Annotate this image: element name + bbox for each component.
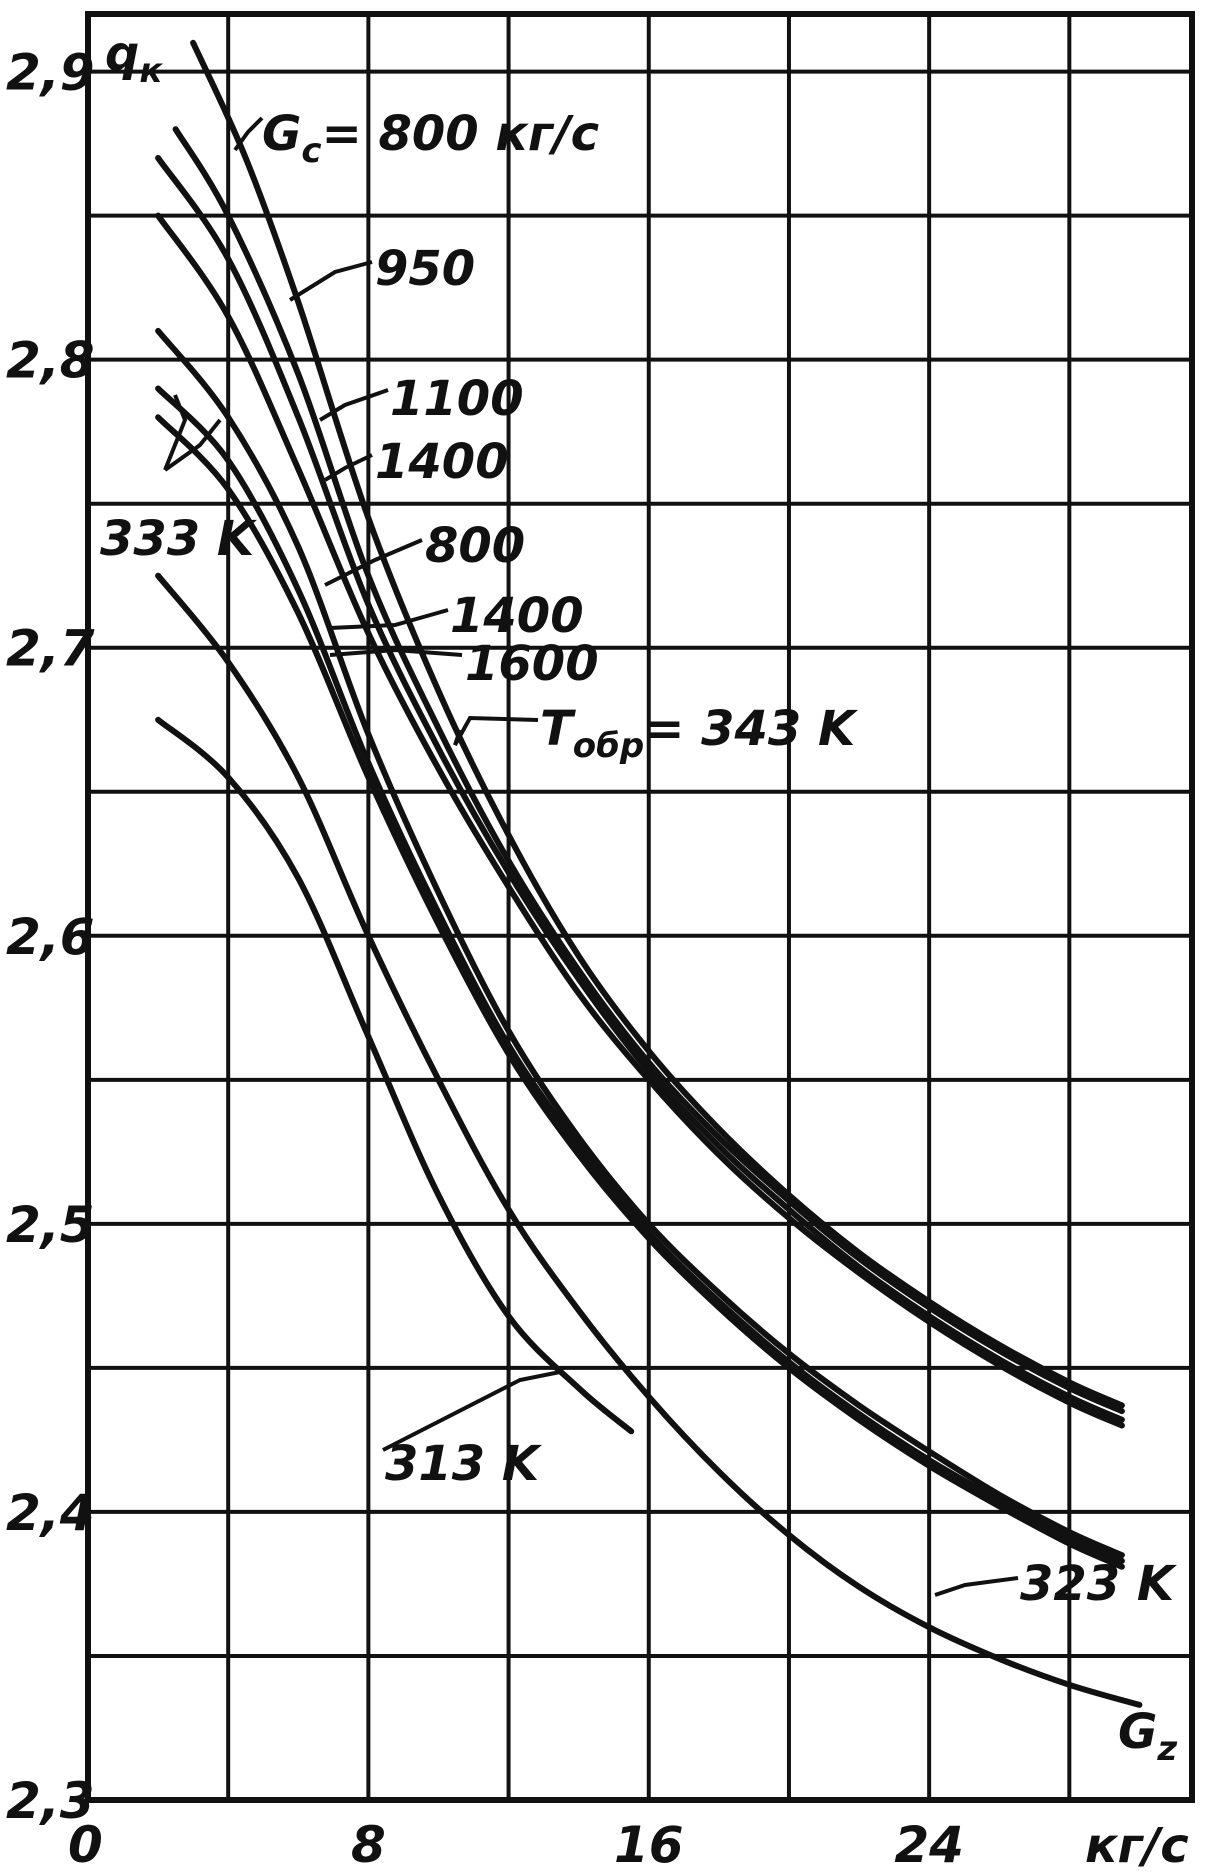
x-tick-labels: 0 8 16 24 — [68, 1816, 964, 1872]
x-axis-unit: кг/с — [1085, 1818, 1189, 1872]
y-tick-label: 2,7 — [6, 620, 95, 678]
series-label-333k: 333 K — [100, 511, 258, 567]
label-leader-line — [453, 715, 539, 746]
chart-series — [155, 39, 1143, 1708]
label-leader-line — [329, 647, 463, 657]
series-line-8 — [155, 572, 1143, 1708]
label-leader-line — [288, 260, 373, 302]
series-label-gc800: Gc= 800 кг/с — [262, 106, 599, 171]
series-line-3 — [155, 155, 1125, 1423]
y-tick-label: 2,9 — [6, 44, 95, 102]
chart-grid — [88, 14, 1192, 1800]
x-tick-label: 0 — [68, 1816, 103, 1872]
series-label-1100: 1100 — [390, 371, 524, 427]
label-leader-line — [163, 394, 188, 471]
y-tick-label: 2,6 — [6, 908, 95, 966]
y-tick-label: 2,3 — [6, 1772, 95, 1830]
label-leader-line — [329, 608, 449, 630]
x-axis-label: Gz — [1118, 1704, 1177, 1769]
y-tick-labels: 2,3 2,4 2,5 2,6 2,7 2,8 2,9 — [6, 44, 95, 1830]
label-leader-line — [382, 1370, 561, 1452]
label-leader-line — [233, 116, 264, 152]
y-tick-label: 2,5 — [6, 1196, 95, 1254]
series-label-1400-a: 1400 — [375, 434, 509, 490]
series-label-313k: 313 K — [385, 1436, 543, 1492]
series-label-800: 800 — [425, 518, 525, 574]
y-axis-label: qк — [105, 26, 163, 91]
label-leader-line — [323, 453, 373, 482]
series-line-7 — [155, 414, 1125, 1570]
series-label-1600: 1600 — [465, 636, 599, 692]
x-tick-label: 16 — [614, 1816, 684, 1872]
label-leader-line — [324, 538, 423, 587]
series-label-tobr343: Tобр= 343 K — [540, 701, 859, 766]
chart-frame — [85, 11, 1195, 1803]
series-line-2 — [172, 126, 1125, 1415]
series-label-323k: 323 K — [1020, 1556, 1178, 1612]
series-label-1400-b: 1400 — [450, 588, 584, 644]
y-tick-label: 2,8 — [6, 332, 95, 390]
series-line-5 — [155, 327, 1125, 1559]
series-line-4 — [155, 212, 1125, 1429]
series-line-9 — [155, 716, 635, 1435]
series-line-1 — [190, 39, 1125, 1409]
x-tick-label: 24 — [894, 1816, 964, 1872]
label-leader-line — [318, 388, 389, 422]
label-leader-line — [163, 418, 222, 472]
x-tick-label: 8 — [351, 1816, 386, 1872]
label-leader-line — [934, 1576, 1019, 1597]
y-tick-label: 2,4 — [6, 1484, 95, 1542]
series-label-950: 950 — [375, 241, 475, 297]
series-line-6 — [155, 385, 1125, 1564]
label-leaders — [163, 116, 1019, 1597]
